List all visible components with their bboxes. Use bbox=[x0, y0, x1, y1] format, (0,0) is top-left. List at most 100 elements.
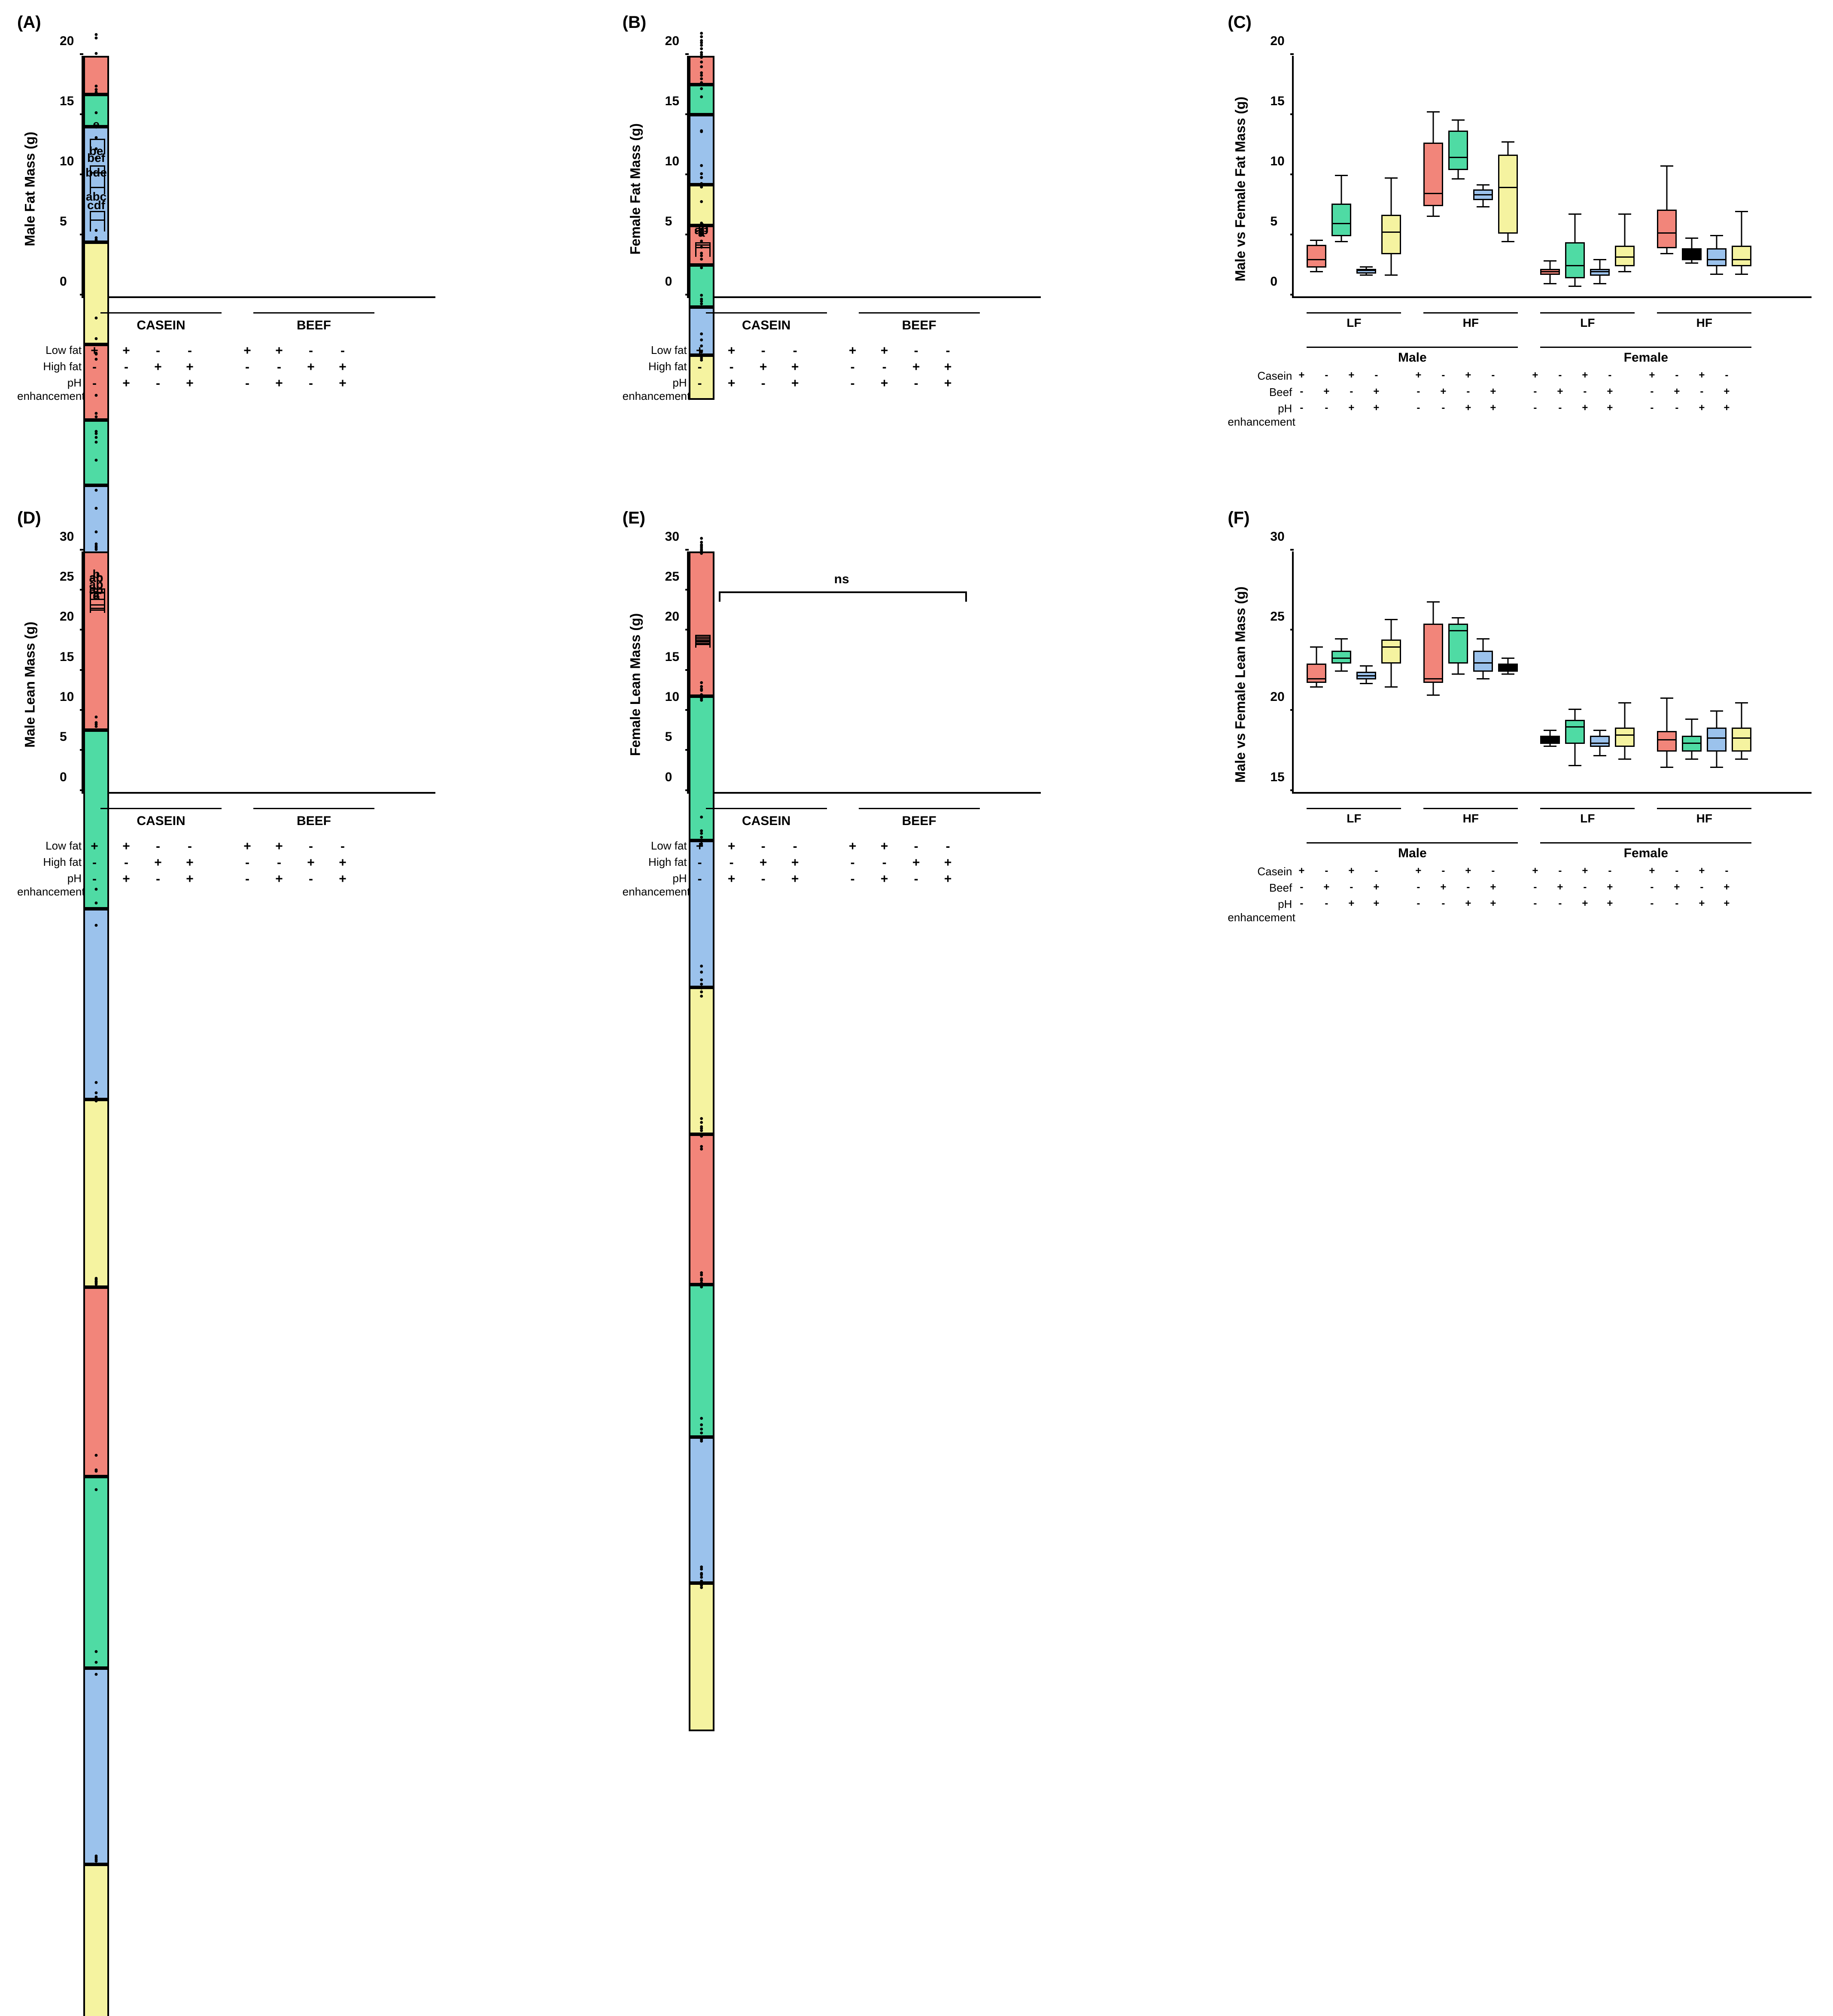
factor-val-casein-8: + bbox=[1526, 865, 1544, 877]
factor-val-low_fat-6: - bbox=[302, 344, 319, 358]
bar-A-5[interactable]: ● ● ● ● ● ● ● bbox=[83, 420, 109, 485]
box-rect-4[interactable] bbox=[1423, 624, 1443, 683]
factor-val-high_fat-2: + bbox=[755, 856, 772, 870]
panel-B-plotbox: 05101520●●●●●●●●●a●●●●●●●a●●●●●b●●●●●a●●… bbox=[687, 56, 1041, 298]
bar-E-6[interactable]: ● ● ● ● ● ● ● bbox=[689, 1437, 714, 1583]
factor-val-high_fat-1: - bbox=[118, 856, 135, 870]
ytick-label-25: 25 bbox=[665, 569, 679, 584]
bar-E-3[interactable]: ● ● ● ● ● ● ● bbox=[689, 987, 714, 1134]
box-rect-1[interactable] bbox=[1331, 204, 1351, 236]
factor-val-beef-6: - bbox=[1459, 386, 1477, 398]
ytick-label-10: 10 bbox=[60, 154, 74, 169]
box-rect-11[interactable] bbox=[1615, 728, 1635, 747]
ytick-label-0: 0 bbox=[665, 770, 672, 785]
factor-val-casein-9: - bbox=[1551, 369, 1569, 381]
box-rect-12[interactable] bbox=[1657, 731, 1677, 752]
factor-val-high_fat-2: + bbox=[149, 856, 167, 870]
factor-val-low_fat-5: + bbox=[876, 839, 893, 854]
factor-val-high_fat-3: + bbox=[181, 360, 198, 375]
factor-val-ph-6: - bbox=[908, 376, 925, 391]
factor-val-low_fat-7: - bbox=[939, 344, 957, 358]
factor-val-casein-10: + bbox=[1576, 369, 1593, 381]
group-label-BEEF: BEEF bbox=[859, 814, 980, 828]
factor-val-casein-11: - bbox=[1601, 369, 1618, 381]
box-rect-0[interactable] bbox=[1307, 245, 1326, 268]
factor-val-ph-11: + bbox=[1601, 898, 1618, 910]
factor-val-high_fat-7: + bbox=[939, 360, 957, 375]
factor-val-casein-0: + bbox=[1293, 865, 1310, 877]
box-rect-4[interactable] bbox=[1423, 143, 1443, 206]
box-rect-10[interactable] bbox=[1590, 269, 1610, 276]
box-rect-15[interactable] bbox=[1732, 246, 1751, 266]
box-rect-12[interactable] bbox=[1657, 210, 1677, 248]
ytick-label-15: 15 bbox=[60, 94, 74, 109]
factor-val-beef-11: + bbox=[1601, 881, 1618, 893]
bar-D-6[interactable]: ● ● ● bbox=[83, 1668, 109, 1864]
factor-label-casein: Casein bbox=[1228, 369, 1296, 383]
ytick-label-5: 5 bbox=[60, 730, 67, 744]
factor-val-ph-12: - bbox=[1643, 898, 1660, 910]
factor-val-casein-3: - bbox=[1368, 865, 1385, 877]
panel-B: (B) Female Fat Mass (g) 0 5 10 15 20 ● ● ● ● ● ● ● ●… bbox=[614, 9, 1219, 504]
factor-val-ph-10: + bbox=[1576, 898, 1593, 910]
box-rect-7[interactable] bbox=[1498, 664, 1518, 672]
box-rect-10[interactable] bbox=[1590, 736, 1610, 747]
box-rect-8[interactable] bbox=[1540, 736, 1560, 744]
factor-val-casein-4: + bbox=[1410, 865, 1427, 877]
bar-D-3[interactable]: ● ● ● ● bbox=[83, 1099, 109, 1287]
factor-val-casein-4: + bbox=[1410, 369, 1427, 381]
lfhf-label-1: HF bbox=[1423, 812, 1518, 825]
factor-val-ph-4: - bbox=[1410, 402, 1427, 414]
box-rect-14[interactable] bbox=[1707, 728, 1727, 752]
panel-C-chart-area: Male vs Female Fat Mass (g) 0 5 10 15 20 LF HF… bbox=[1288, 56, 1812, 322]
box-rect-5[interactable] bbox=[1448, 624, 1468, 664]
factor-label-ph: pH enhancement bbox=[1228, 898, 1296, 924]
factor-val-beef-0: - bbox=[1293, 881, 1310, 893]
factor-val-ph-5: + bbox=[271, 872, 288, 886]
ytick-label-20: 20 bbox=[60, 609, 74, 624]
box-rect-9[interactable] bbox=[1565, 242, 1585, 278]
bar-D-7[interactable]: ● ● ● ● bbox=[83, 1864, 109, 2016]
factor-val-ph-14: + bbox=[1693, 898, 1710, 910]
panel-E-chart-area: Female Lean Mass (g) 0 5 10 15 20 25 30 ● ● ● ● ● ● ●… bbox=[683, 551, 1207, 818]
box-rect-3[interactable] bbox=[1381, 640, 1401, 664]
factor-val-ph-4: - bbox=[844, 872, 861, 886]
bar-E-7[interactable]: ● ● ● ● ● ● ● ● bbox=[689, 1583, 714, 1731]
box-rect-0[interactable] bbox=[1307, 664, 1326, 683]
factor-val-ph-3: + bbox=[1368, 898, 1385, 910]
factor-val-low_fat-2: - bbox=[755, 344, 772, 358]
box-rect-13[interactable] bbox=[1682, 248, 1702, 260]
factor-val-ph-6: - bbox=[302, 376, 319, 391]
bar-D-5[interactable]: ● ● ● ● bbox=[83, 1477, 109, 1668]
lfhf-label-1: HF bbox=[1423, 316, 1518, 330]
bar-E-0[interactable]: ● ● ● ● ● ● ● ● ● bbox=[689, 551, 714, 697]
panel-A-ylabel: Male Fat Mass (g) bbox=[22, 132, 38, 247]
factor-val-low_fat-3: - bbox=[787, 839, 804, 854]
box-rect-11[interactable] bbox=[1615, 246, 1635, 266]
factor-val-low_fat-3: - bbox=[181, 839, 198, 854]
box-rect-7[interactable] bbox=[1498, 155, 1518, 234]
factor-val-ph-15: + bbox=[1718, 402, 1735, 414]
bar-E-4[interactable]: ● ● ● ● ● ● ● ● ● bbox=[689, 1134, 714, 1285]
factor-val-low_fat-7: - bbox=[334, 344, 351, 358]
bar-E-5[interactable]: ● ● ● ● ● ● ● bbox=[689, 1285, 714, 1437]
factor-val-ph-7: + bbox=[1484, 402, 1502, 414]
factor-val-beef-12: - bbox=[1643, 881, 1660, 893]
bar-D-4[interactable]: ● ● ● ● ● ● bbox=[83, 1287, 109, 1477]
lfhf-label-3: HF bbox=[1657, 316, 1751, 330]
box-rect-3[interactable] bbox=[1381, 215, 1401, 254]
bar-D-2[interactable]: ● ● ● bbox=[83, 909, 109, 1099]
box-rect-6[interactable] bbox=[1473, 651, 1493, 672]
factor-val-ph-11: + bbox=[1601, 402, 1618, 414]
group-label-CASEIN: CASEIN bbox=[706, 318, 827, 333]
box-rect-5[interactable] bbox=[1448, 131, 1468, 170]
factor-val-low_fat-6: - bbox=[908, 344, 925, 358]
factor-val-ph-1: + bbox=[723, 872, 740, 886]
factor-val-ph-3: + bbox=[787, 872, 804, 886]
box-rect-9[interactable] bbox=[1565, 720, 1585, 744]
panel-A: (A) Male Fat Mass (g) 05101520●●ac●●●ac●… bbox=[9, 9, 614, 504]
box-rect-15[interactable] bbox=[1732, 728, 1751, 752]
box-rect-13[interactable] bbox=[1682, 736, 1702, 752]
box-rect-14[interactable] bbox=[1707, 248, 1727, 266]
ytick-label-0: 0 bbox=[60, 770, 67, 785]
